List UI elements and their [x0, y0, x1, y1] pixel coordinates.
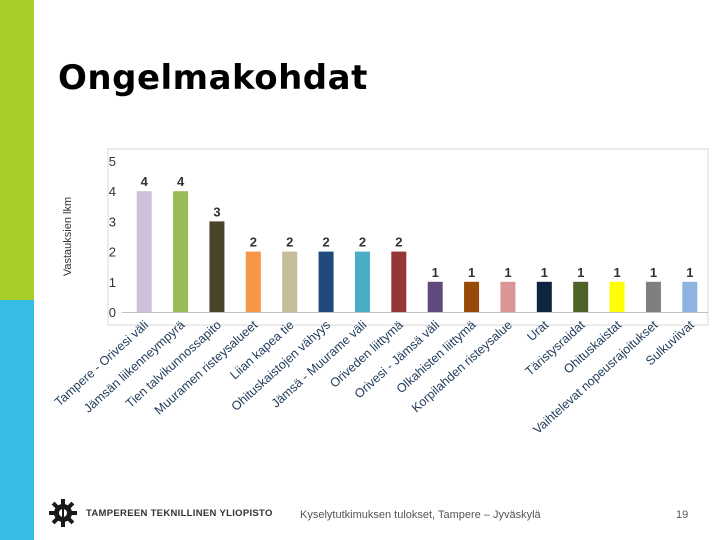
data-label: 1 [686, 265, 693, 280]
y-axis-label: Vastauksien lkm [62, 197, 74, 276]
data-label: 1 [613, 265, 620, 280]
data-label: 1 [504, 265, 511, 280]
data-label: 3 [213, 204, 220, 219]
accent-bar-green [0, 0, 34, 300]
data-label: 2 [250, 235, 257, 250]
data-label: 1 [541, 265, 548, 280]
data-label: 4 [141, 174, 149, 189]
bar [645, 281, 661, 312]
footer-caption: Kyselytutkimuksen tulokset, Tampere – Jy… [300, 509, 541, 521]
bar [209, 221, 225, 312]
bar [282, 251, 298, 312]
y-tick-label: 5 [109, 154, 116, 169]
data-label: 2 [359, 235, 366, 250]
slide-title: Ongelmakohdat [58, 58, 368, 98]
gear-logo-icon [49, 499, 77, 527]
bar [173, 191, 189, 312]
bar [245, 251, 261, 312]
data-label: 4 [177, 174, 185, 189]
data-label: 1 [468, 265, 475, 280]
data-label: 2 [286, 235, 293, 250]
accent-bar-blue [0, 300, 34, 540]
category-label: Urat [524, 317, 551, 344]
data-label: 1 [650, 265, 657, 280]
data-label: 1 [432, 265, 439, 280]
y-tick-label: 1 [109, 275, 116, 290]
page-number: 19 [676, 509, 689, 521]
data-label: 1 [577, 265, 584, 280]
bar [609, 281, 625, 312]
y-tick-label: 0 [109, 305, 116, 320]
bar [536, 281, 552, 312]
bar [500, 281, 516, 312]
bar [354, 251, 370, 312]
bar [427, 281, 443, 312]
y-tick-label: 2 [109, 245, 116, 260]
bar [464, 281, 480, 312]
plot-frame [107, 148, 709, 326]
bar [136, 191, 152, 312]
university-logo: TAMPEREEN TEKNILLINEN YLIOPISTO [48, 498, 273, 528]
y-tick-label: 3 [109, 214, 116, 229]
bar [391, 251, 407, 312]
data-label: 2 [395, 235, 402, 250]
university-name: TAMPEREEN TEKNILLINEN YLIOPISTO [86, 507, 273, 519]
y-tick-label: 4 [109, 184, 116, 199]
data-label: 2 [322, 235, 329, 250]
bar [682, 281, 698, 312]
bar [318, 251, 334, 312]
bar [573, 281, 589, 312]
